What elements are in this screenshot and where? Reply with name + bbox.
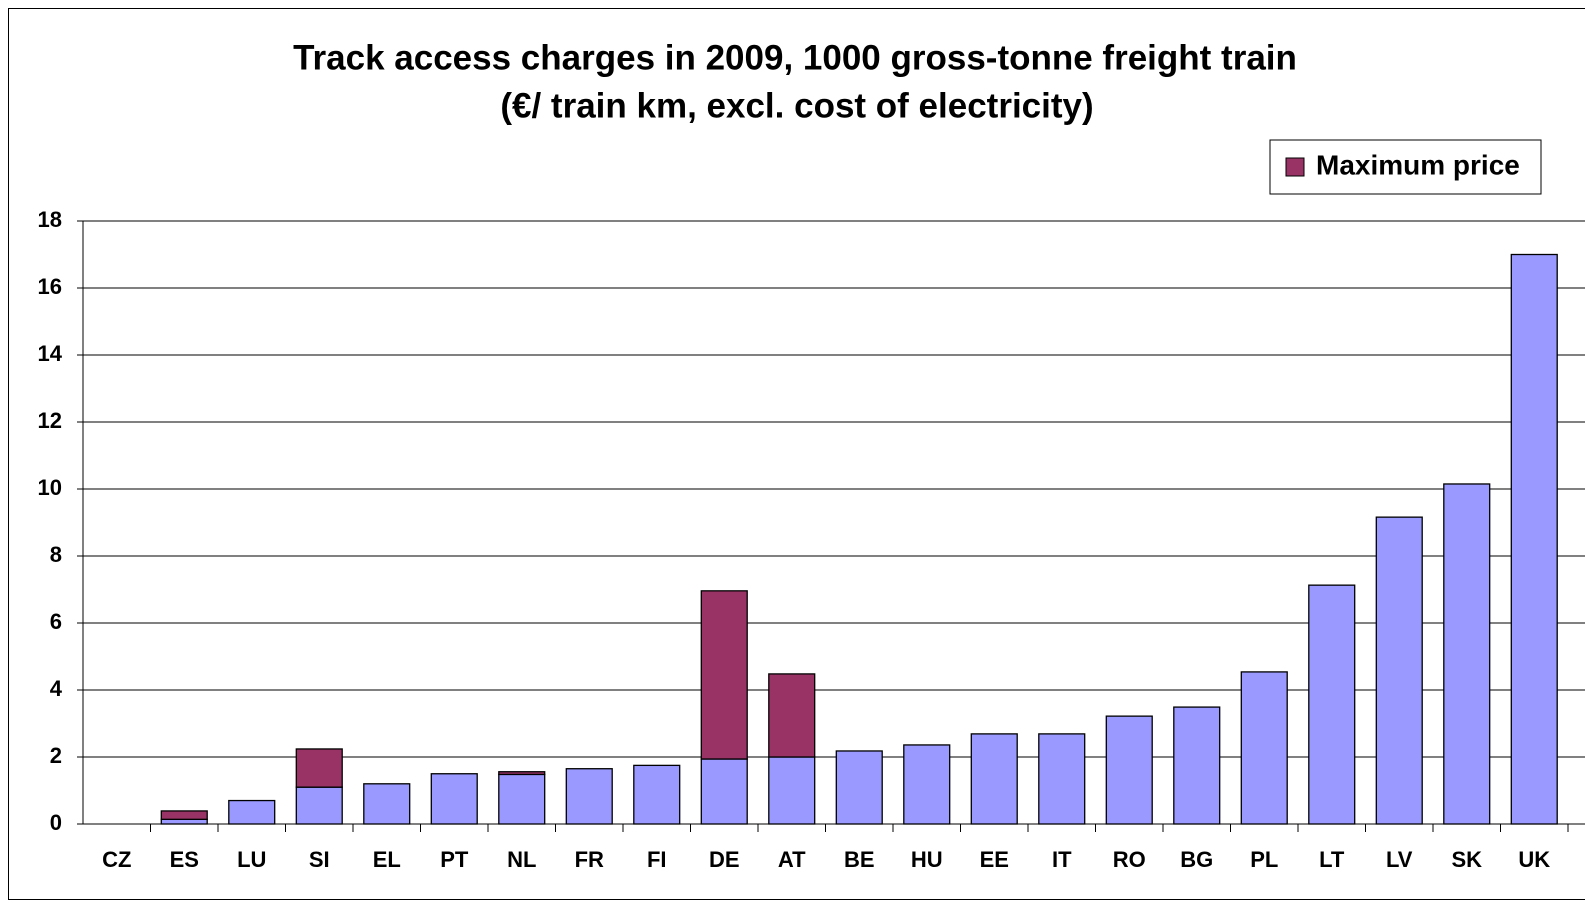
x-tick-label: LU [237, 847, 266, 872]
legend-swatch [1285, 157, 1305, 177]
x-tick-label: EE [980, 847, 1009, 872]
legend-label: Maximum price [1316, 149, 1520, 180]
y-tick-label: 2 [50, 743, 62, 768]
x-tick-label: LV [1386, 847, 1413, 872]
y-tick-label: 8 [50, 542, 62, 567]
x-tick-label: AT [778, 847, 806, 872]
x-tick-label: FI [647, 847, 667, 872]
x-tick-label: BG [1180, 847, 1213, 872]
bar [633, 764, 681, 825]
x-tick-label: PT [440, 847, 469, 872]
y-tick-label: 4 [50, 676, 63, 701]
y-tick-label: 14 [38, 341, 63, 366]
x-tick-label: LT [1319, 847, 1345, 872]
bar [1173, 706, 1221, 825]
chart-title: (€/ train km, excl. cost of electricity) [500, 86, 1093, 125]
y-tick-label: 12 [38, 408, 62, 433]
bar [1510, 253, 1558, 825]
bar [160, 810, 208, 820]
x-tick-label: FR [575, 847, 604, 872]
chart-title: Track access charges in 2009, 1000 gross… [293, 38, 1297, 77]
bar [1105, 715, 1153, 825]
bar [768, 673, 816, 758]
bar [1375, 516, 1423, 825]
bar [498, 773, 546, 825]
bar [903, 744, 951, 825]
x-tick-label: DE [709, 847, 740, 872]
y-tick-label: 18 [38, 207, 62, 232]
x-tick-label: SI [309, 847, 330, 872]
bar [768, 756, 816, 825]
bar [1038, 733, 1086, 825]
bar [835, 750, 883, 825]
y-tick-label: 16 [38, 274, 62, 299]
bar [363, 783, 411, 825]
x-tick-label: UK [1518, 847, 1550, 872]
x-tick-label: BE [844, 847, 875, 872]
x-tick-label: ES [170, 847, 199, 872]
x-tick-label: CZ [102, 847, 131, 872]
bar [1443, 483, 1491, 825]
bar [1308, 584, 1356, 825]
x-tick-label: RO [1113, 847, 1146, 872]
legend-box [1269, 139, 1542, 195]
bar [160, 818, 208, 825]
bar [700, 758, 748, 825]
x-tick-label: EL [373, 847, 401, 872]
bar [430, 773, 478, 825]
bar [228, 799, 276, 825]
y-tick-label: 10 [38, 475, 62, 500]
bar [295, 786, 343, 825]
bar [565, 768, 613, 825]
bar [970, 733, 1018, 825]
bar [295, 748, 343, 788]
x-tick-label: HU [911, 847, 943, 872]
y-tick-label: 0 [50, 810, 62, 835]
y-tick-label: 6 [50, 609, 62, 634]
x-tick-label: SK [1451, 847, 1482, 872]
bar [700, 590, 748, 760]
x-tick-label: IT [1052, 847, 1072, 872]
x-tick-label: PL [1250, 847, 1278, 872]
bar [1240, 671, 1288, 825]
x-tick-label: NL [507, 847, 536, 872]
bar [498, 771, 546, 776]
